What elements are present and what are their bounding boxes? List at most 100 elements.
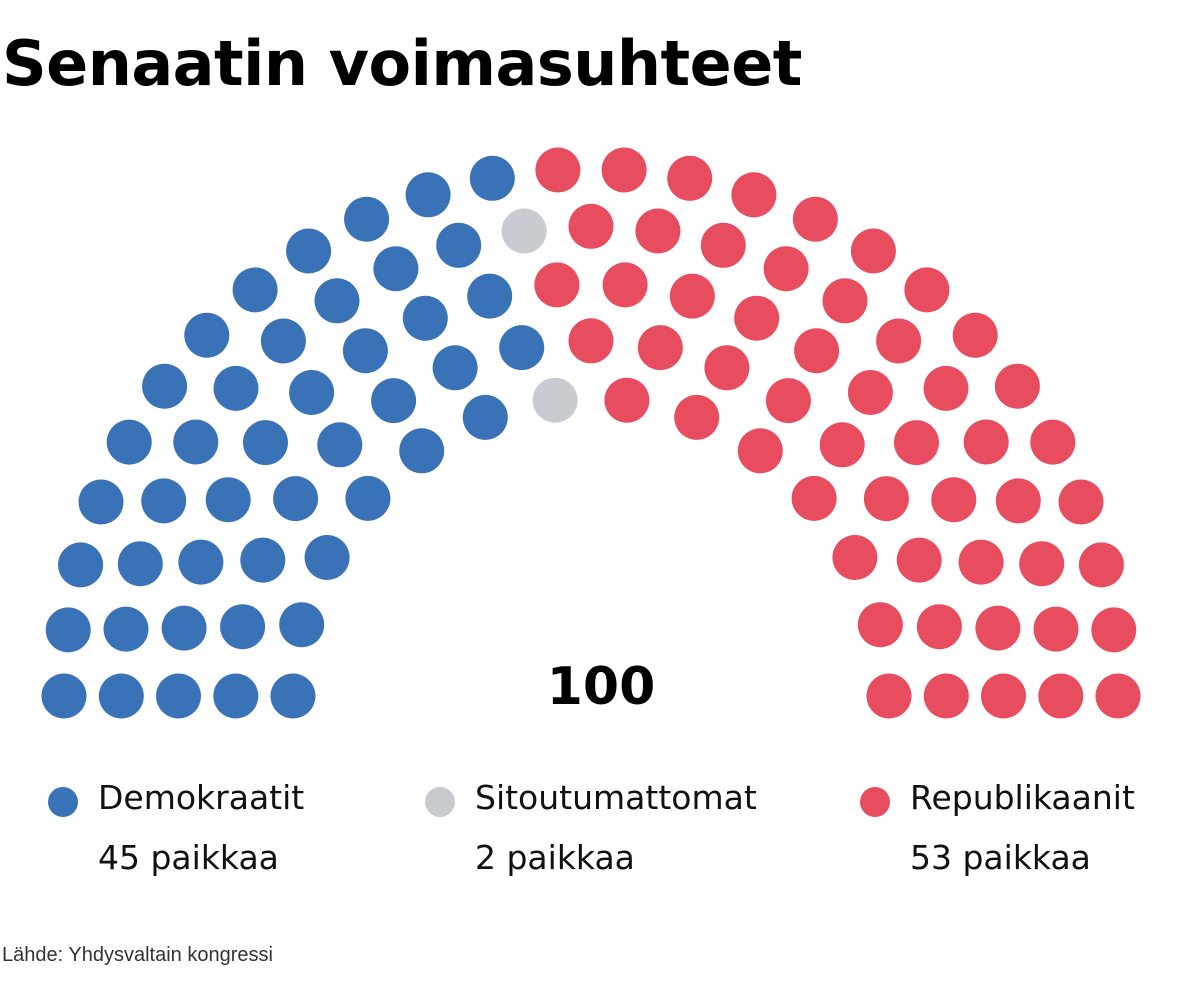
seat-democrat xyxy=(161,605,207,651)
seat-democrat xyxy=(345,475,391,521)
seat-democrat xyxy=(373,246,419,292)
seat-democrat xyxy=(273,476,319,522)
seat-republican xyxy=(535,147,581,193)
seat-democrat xyxy=(103,606,149,652)
seat-republican xyxy=(1033,606,1079,652)
total-seats-label: 100 xyxy=(547,657,656,717)
seat-democrat xyxy=(213,365,259,411)
seat-republican xyxy=(604,377,650,423)
seat-democrat xyxy=(232,267,278,313)
source-note: Lähde: Yhdysvaltain kongressi xyxy=(2,944,273,966)
seat-democrat xyxy=(106,419,152,465)
legend-label: Sitoutumattomat xyxy=(475,778,757,817)
seat-republican xyxy=(822,278,868,324)
seat-republican xyxy=(731,172,777,218)
seat-republican xyxy=(763,246,809,292)
seat-democrat xyxy=(58,542,104,588)
seat-democrat xyxy=(260,318,306,364)
seat-republican xyxy=(1091,607,1137,653)
seat-democrat xyxy=(184,312,230,358)
seat-democrat xyxy=(499,325,545,371)
legend-label: Republikaanit xyxy=(910,778,1135,817)
seat-democrat xyxy=(98,673,144,719)
seat-republican xyxy=(669,273,715,319)
seat-republican xyxy=(847,370,893,415)
seat-independent xyxy=(532,377,578,423)
seat-republican xyxy=(568,318,614,364)
seat-democrat xyxy=(304,535,350,580)
legend-label: Demokraatit xyxy=(98,778,305,817)
seat-democrat xyxy=(402,295,448,341)
seat-republican xyxy=(568,203,614,249)
seat-democrat xyxy=(45,607,91,653)
seat-republican xyxy=(704,345,750,391)
seat-democrat xyxy=(279,602,325,648)
seat-republican xyxy=(952,312,998,358)
seat-democrat xyxy=(270,673,316,719)
seat-democrat xyxy=(342,328,388,374)
seat-republican xyxy=(850,228,896,274)
seat-republican xyxy=(534,262,580,308)
seat-republican xyxy=(863,476,909,522)
seat-republican xyxy=(923,673,969,719)
seat-democrat xyxy=(220,604,266,650)
legend: Demokraatit 45 paikkaa Sitoutumattomat 2… xyxy=(0,778,1199,888)
seat-republican xyxy=(602,262,648,308)
seat-democrat xyxy=(405,172,451,218)
seat-group xyxy=(41,147,1141,719)
seat-republican xyxy=(734,295,780,341)
seat-democrat xyxy=(399,428,445,474)
seat-democrat xyxy=(117,541,163,587)
seat-republican xyxy=(994,363,1040,409)
seat-republican xyxy=(1078,542,1124,588)
seat-republican xyxy=(601,147,647,193)
seat-democrat xyxy=(344,196,390,242)
legend-dot-republicans xyxy=(860,787,890,817)
seat-democrat xyxy=(243,420,288,466)
seat-democrat xyxy=(173,419,219,465)
seat-republican xyxy=(1058,479,1104,525)
parliament-chart: 100 xyxy=(41,147,1141,719)
seat-democrat xyxy=(314,278,360,324)
seat-republican xyxy=(792,196,838,242)
seat-republican xyxy=(1030,419,1076,465)
seat-republican xyxy=(975,605,1021,651)
seat-republican xyxy=(904,267,950,313)
legend-seat-count: 45 paikkaa xyxy=(98,838,279,877)
chart-title: Senaatin voimasuhteet xyxy=(2,27,802,100)
legend-seat-count: 53 paikkaa xyxy=(910,838,1091,877)
seat-republican xyxy=(1095,673,1141,719)
seat-republican xyxy=(995,478,1041,524)
seat-democrat xyxy=(436,222,482,268)
seat-democrat xyxy=(467,273,513,319)
seat-republican xyxy=(667,155,713,201)
seat-democrat xyxy=(156,673,201,719)
legend-dot-independents xyxy=(425,787,455,817)
seat-republican xyxy=(857,602,903,648)
seat-republican xyxy=(1038,673,1084,719)
legend-seat-count: 2 paikkaa xyxy=(475,838,635,877)
seat-democrat xyxy=(213,673,259,719)
seat-republican xyxy=(700,222,746,268)
seat-republican xyxy=(931,477,977,523)
seat-democrat xyxy=(371,378,417,424)
seat-democrat xyxy=(289,370,335,415)
seat-republican xyxy=(832,535,878,580)
seat-democrat xyxy=(317,422,363,468)
seat-republican xyxy=(637,325,683,371)
seat-democrat xyxy=(240,537,286,583)
seat-independent xyxy=(501,208,547,254)
seat-democrat xyxy=(178,539,224,585)
seat-republican xyxy=(981,673,1026,719)
seat-republican xyxy=(896,537,942,583)
seat-republican xyxy=(794,328,840,374)
seat-republican xyxy=(635,208,681,254)
seat-republican xyxy=(765,378,811,424)
seat-democrat xyxy=(142,363,188,409)
seat-republican xyxy=(866,673,912,719)
seat-democrat xyxy=(469,155,515,201)
seat-republican xyxy=(894,420,939,466)
seat-democrat xyxy=(205,477,251,523)
seat-republican xyxy=(916,604,962,650)
